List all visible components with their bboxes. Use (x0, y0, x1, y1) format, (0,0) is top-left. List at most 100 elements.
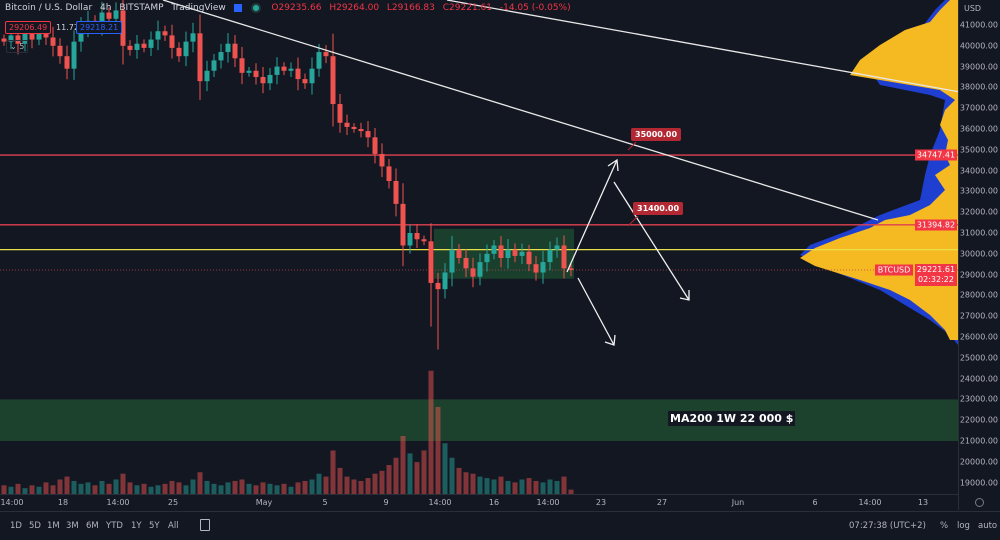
volume-bar (120, 473, 126, 494)
volume-bar (8, 486, 14, 494)
trendline-lower[interactable] (162, 0, 879, 221)
candle-body (442, 272, 448, 290)
volume-bar (456, 467, 462, 494)
interval[interactable]: 4h (100, 3, 112, 13)
price-tick: 38000.00 (959, 82, 998, 92)
currency-label[interactable]: USD (964, 4, 982, 13)
range-box[interactable] (434, 228, 574, 279)
time-axis[interactable]: 14:00 18 14:00 25 May 5 9 14:00 16 14:00 23 27 Jun 6 1… (0, 494, 958, 511)
candle-body (141, 43, 147, 48)
candle-body (36, 31, 42, 40)
volume-bar (463, 472, 469, 494)
chevron-down-icon: ⌄ (10, 42, 20, 51)
candle-body (456, 249, 462, 258)
volume-bar (435, 407, 441, 494)
candle-body (505, 249, 511, 258)
volume-bar (281, 483, 287, 494)
volume-bar (148, 486, 154, 494)
range-button-1y[interactable]: 1Y (131, 521, 142, 531)
percent-toggle[interactable]: % (940, 521, 949, 531)
price-axis[interactable]: USD 41000.00 40000.00 39000.00 38000.00 3700… (875, 0, 1000, 510)
axis-settings-icon[interactable] (975, 498, 984, 507)
volume-bar (568, 489, 574, 494)
symbol-name[interactable]: Bitcoin / U.S. Dollar (5, 3, 93, 13)
candle-body (57, 45, 63, 57)
volume-bar (484, 478, 490, 494)
range-button-all[interactable]: All (168, 521, 179, 531)
bid-price[interactable]: 29206.49 (5, 21, 52, 34)
ohlc-change: -14.05 (-0.05%) (499, 3, 571, 13)
candle-body (267, 74, 273, 84)
candle-body (554, 245, 560, 250)
arrow-down[interactable] (577, 277, 616, 346)
ma200-label[interactable]: MA200 1W 22 000 $ (668, 411, 796, 426)
volume-bar (491, 479, 497, 494)
range-button-1d[interactable]: 1D (10, 521, 22, 531)
target-label-31400[interactable]: 31400.00 (633, 202, 684, 215)
flag-icon[interactable] (233, 3, 242, 12)
range-button-3m[interactable]: 3M (66, 521, 79, 531)
candle-body (71, 41, 77, 69)
volume-bar (316, 473, 322, 494)
arrow-up[interactable] (566, 158, 619, 273)
time-tick: 9 (383, 498, 389, 507)
price-chart[interactable] (0, 0, 958, 494)
range-button-ytd[interactable]: YTD (106, 521, 123, 531)
volume-bar (449, 457, 455, 494)
candle-body (134, 43, 140, 50)
ask-price[interactable]: 29218.21 (76, 21, 123, 34)
candle-body (547, 249, 553, 263)
volume-bar (393, 457, 399, 494)
price-tick: 39000.00 (959, 62, 998, 72)
candle-body (43, 31, 49, 38)
candle-body (295, 68, 301, 80)
price-tick: 36000.00 (959, 124, 998, 134)
candle-body (127, 45, 133, 50)
goto-date-icon[interactable] (200, 519, 210, 531)
target-label-35000[interactable]: 35000.00 (631, 128, 682, 141)
price-tick: 19000.00 (959, 478, 998, 488)
volume-bar (358, 480, 364, 494)
volume-bar (442, 443, 448, 494)
auto-toggle[interactable]: auto (978, 521, 998, 531)
volume-bar (323, 476, 329, 494)
volume-bar (274, 485, 280, 494)
ohlc-close: C29221.61 (442, 3, 492, 13)
trendline-upper[interactable] (446, 0, 958, 93)
symbol-legend: Bitcoin / U.S. Dollar 4h BITSTAMP Tradin… (5, 3, 576, 13)
ohlc-low: L29166.83 (386, 3, 435, 13)
candle-body (393, 181, 399, 204)
candle-body (316, 52, 322, 69)
volume-profile (800, 0, 958, 345)
range-button-6m[interactable]: 6M (86, 521, 99, 531)
volume-bar (92, 485, 98, 494)
price-label-current: 29221.61 02:32:22 (915, 263, 957, 286)
time-tick: 13 (917, 498, 929, 507)
price-tick: 31000.00 (959, 228, 998, 238)
price-tick: 33000.00 (959, 186, 998, 196)
ma200-zone[interactable] (0, 399, 958, 441)
volume-bar (351, 479, 357, 494)
price-tick: 21000.00 (959, 436, 998, 446)
indicators-toggle[interactable]: ⌄ 5 (6, 40, 29, 53)
volume-bar (330, 450, 336, 494)
volume-bar (183, 485, 189, 494)
time-tick: 23 (595, 498, 607, 507)
arrow-down-right[interactable] (613, 181, 690, 301)
log-toggle[interactable]: log (957, 521, 970, 531)
range-button-5d[interactable]: 5D (29, 521, 41, 531)
candle-body (351, 126, 357, 129)
volume-bar (428, 370, 434, 494)
volume-bar (386, 465, 392, 494)
volume-bar (218, 485, 224, 494)
candle-body (379, 153, 385, 167)
range-button-1m[interactable]: 1M (47, 521, 60, 531)
price-tick: 20000.00 (959, 457, 998, 467)
candle-body (169, 35, 175, 48)
candle-body (512, 249, 518, 256)
range-button-5y[interactable]: 5Y (149, 521, 160, 531)
clock-time[interactable]: 07:27:38 (UTC+2) (849, 521, 926, 531)
candle-body (484, 253, 490, 263)
scenario-arrows[interactable] (566, 158, 690, 346)
tag-pointer-31400 (627, 215, 639, 227)
